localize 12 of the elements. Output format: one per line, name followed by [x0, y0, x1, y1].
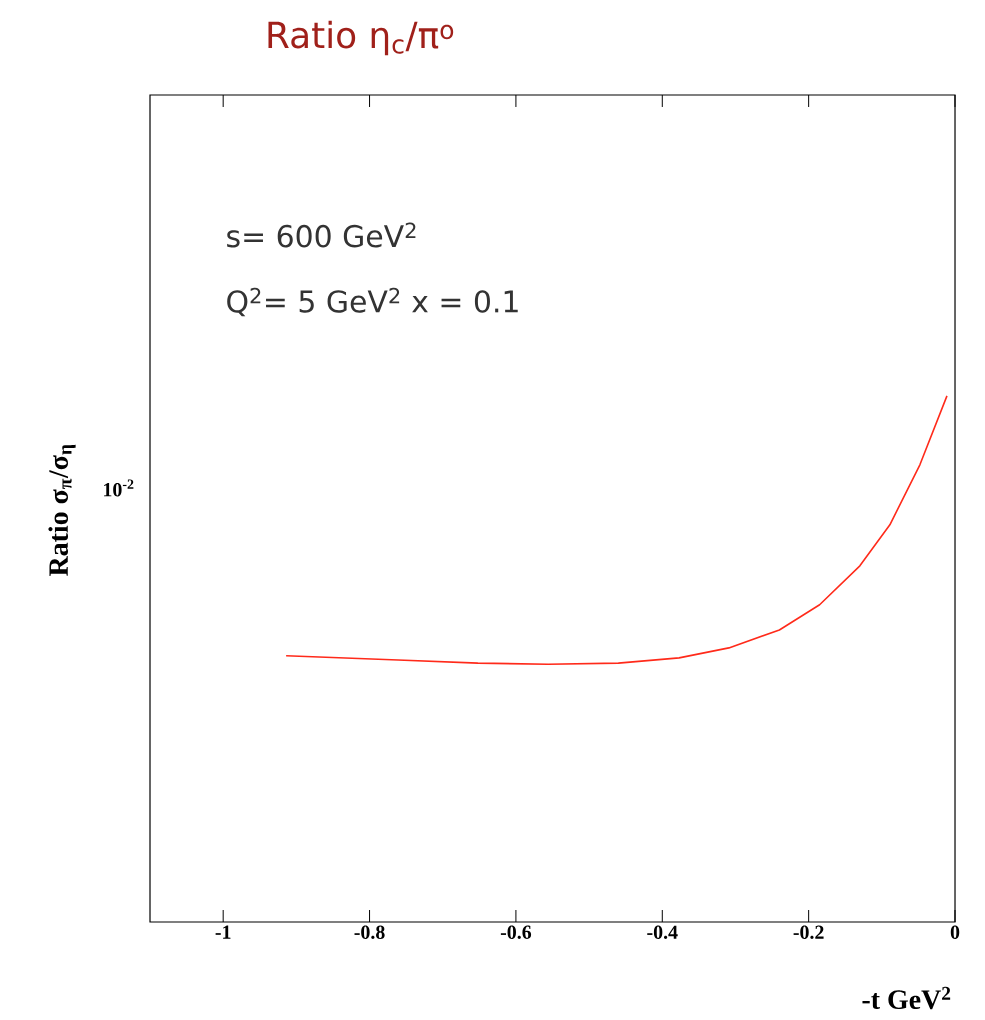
x-axis-title: -t GeV$^{2}$	[862, 986, 951, 1010]
x-tick-label: 0	[950, 925, 960, 939]
chart-title: Ratio η$_{c}$/π$^{o}$	[268, 20, 454, 56]
text: s= 600 GeV$^{2}$	[227, 222, 416, 248]
x-tick-label: -0.6	[500, 925, 532, 940]
x-tick-label: -0.8	[354, 925, 385, 940]
text: Q$^{2}$= 5 GeV$^{2}$ x = 0.1	[227, 287, 518, 317]
text: 10$^{-2}$	[104, 479, 134, 497]
y-axis-title: Ratio σ$_{π}$/σ$_{η}$	[48, 444, 76, 576]
x-tick-label: -1	[215, 925, 231, 939]
x-tick-label: -0.2	[793, 925, 824, 940]
x-tick-label: -0.4	[647, 925, 678, 940]
